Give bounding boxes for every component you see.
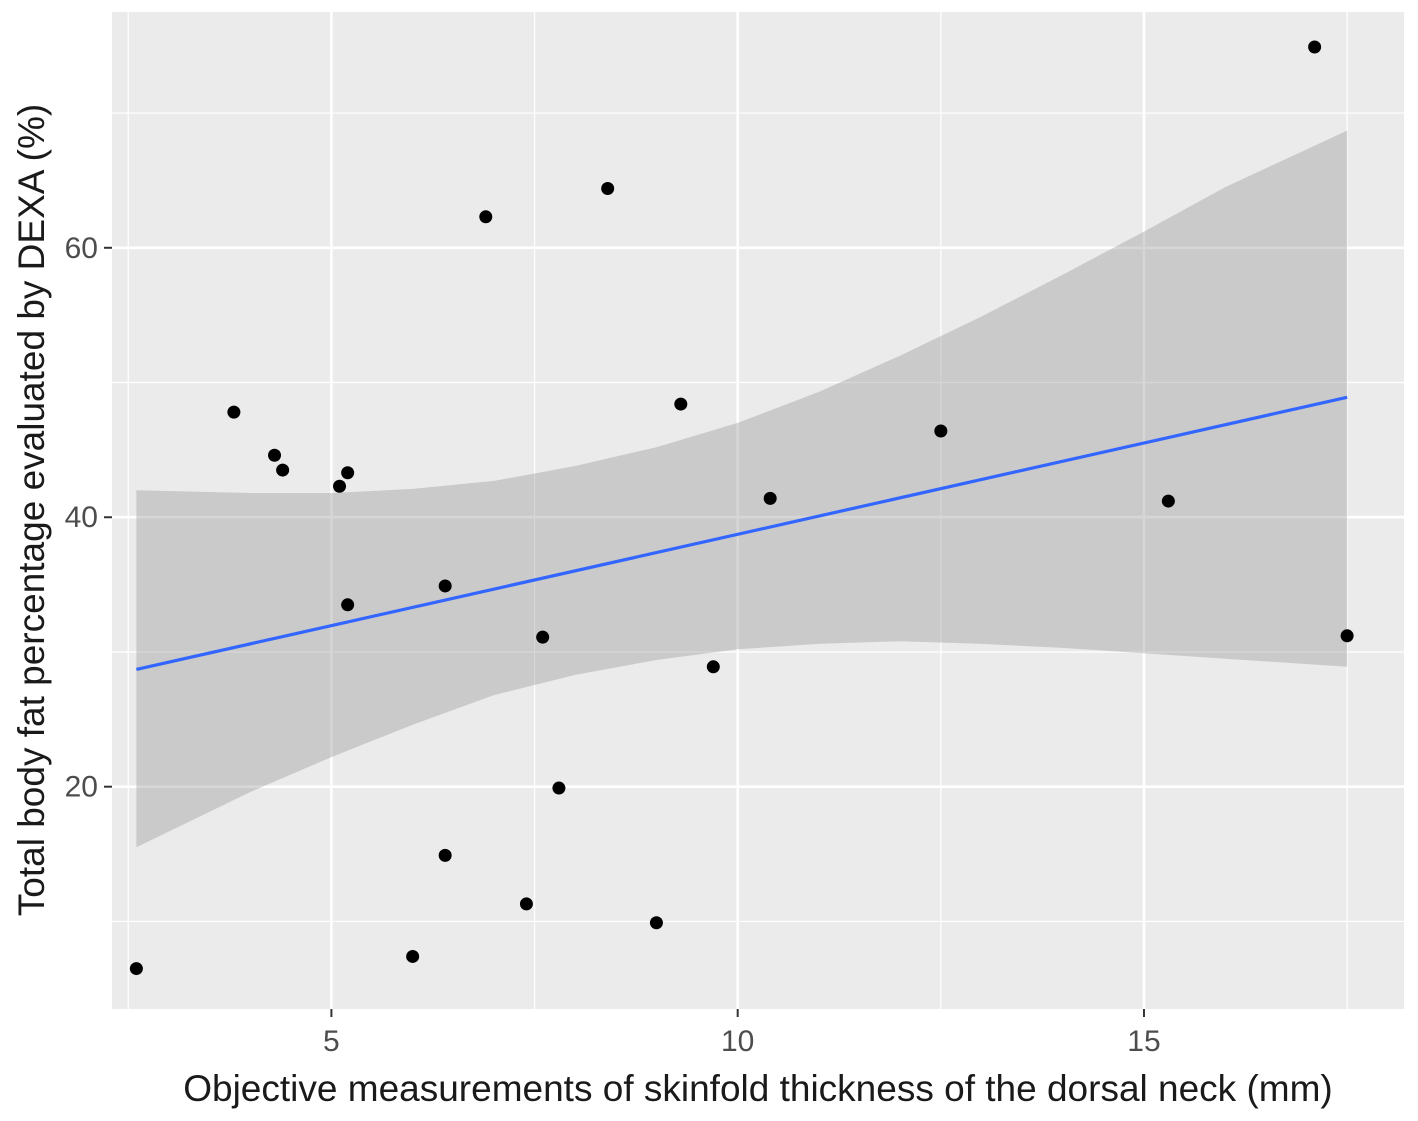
data-point: [519, 897, 533, 911]
major-gridlines: [112, 12, 1404, 1009]
data-point: [268, 448, 282, 462]
x-tick-label: 15: [1127, 1025, 1160, 1058]
data-point: [1340, 629, 1354, 643]
confidence-band: [136, 130, 1348, 848]
data-points: [129, 40, 1354, 976]
x-tick-label: 5: [323, 1025, 340, 1058]
data-point: [934, 424, 948, 438]
data-point: [674, 397, 688, 411]
x-tick-label: 10: [721, 1025, 754, 1058]
data-point: [276, 463, 290, 477]
data-point: [129, 962, 143, 976]
y-tick-label: 60: [65, 232, 98, 265]
data-point: [1308, 40, 1322, 54]
y-tick-label: 40: [65, 501, 98, 534]
y-axis-label: Total body fat percentage evaluated by D…: [11, 104, 52, 916]
y-tick-label: 20: [65, 771, 98, 804]
data-point: [341, 466, 355, 480]
x-axis-label: Objective measurements of skinfold thick…: [183, 1068, 1333, 1109]
data-point: [1161, 494, 1175, 508]
minor-gridlines: [112, 12, 1404, 1009]
x-axis-ticks: 5 10 15: [323, 1009, 1161, 1058]
plot-panel: [112, 12, 1404, 1009]
data-point: [438, 579, 452, 593]
data-point: [333, 479, 347, 493]
data-point: [763, 491, 777, 505]
data-point: [601, 181, 615, 195]
data-point: [479, 210, 493, 224]
data-point: [406, 949, 420, 963]
data-point: [227, 405, 241, 419]
data-point: [438, 848, 452, 862]
data-point: [649, 916, 663, 930]
data-point: [706, 660, 720, 674]
regression-line: [136, 395, 1348, 672]
data-point: [341, 598, 355, 612]
y-axis-ticks: 20 40 60: [65, 232, 112, 804]
data-point: [552, 781, 566, 795]
data-point: [536, 630, 550, 644]
